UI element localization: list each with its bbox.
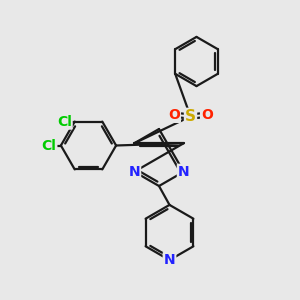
Text: O: O	[168, 108, 180, 122]
Text: Cl: Cl	[41, 139, 56, 152]
Text: S: S	[185, 109, 196, 124]
Text: N: N	[178, 165, 190, 179]
Text: Cl: Cl	[57, 115, 72, 129]
Text: N: N	[164, 253, 175, 267]
Text: N: N	[128, 165, 140, 179]
Text: O: O	[201, 108, 213, 122]
